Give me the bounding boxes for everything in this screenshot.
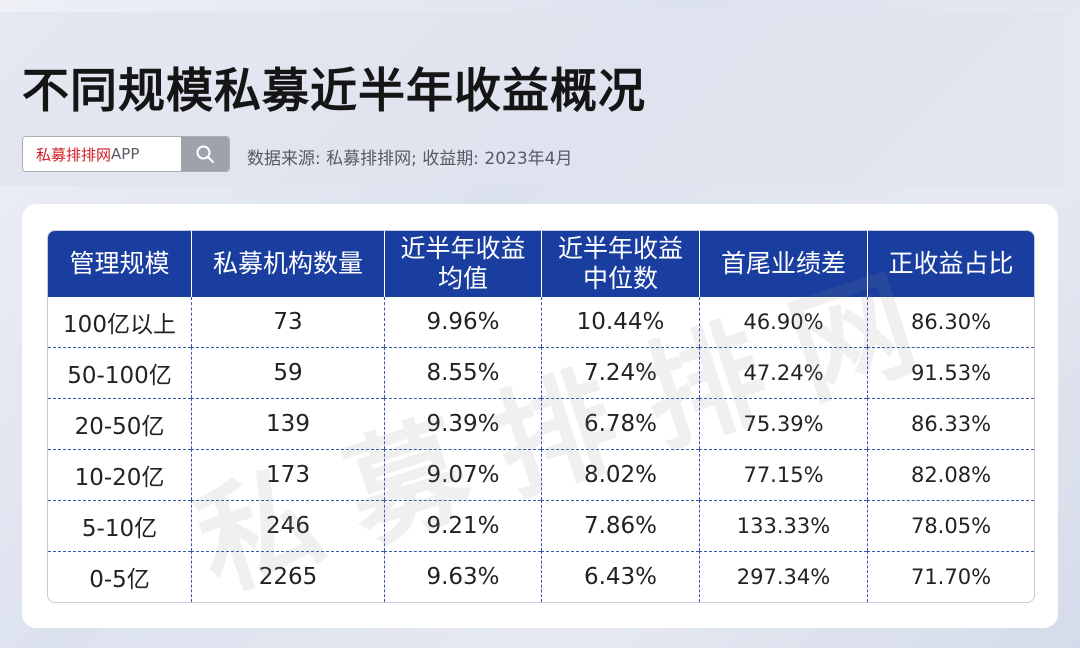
search-box[interactable]: 私募排排网 APP — [22, 136, 230, 172]
data-source-note: 数据来源: 私募排排网; 收益期: 2023年4月 — [247, 149, 573, 169]
table-cell: 73 — [191, 297, 384, 347]
table-cell: 86.30% — [867, 297, 1034, 347]
table-cell: 59 — [191, 347, 384, 398]
table-cell: 100亿以上 — [63, 312, 176, 338]
table-cell: 5-10亿 — [48, 500, 191, 551]
table-cell: 246 — [191, 500, 384, 551]
table-cell: 7.24% — [541, 347, 699, 398]
search-input[interactable]: 私募排排网 APP — [23, 137, 181, 171]
table-row: 10-20亿 173 9.07% 8.02% 77.15% 82.08% — [48, 449, 1034, 500]
table-row: 20-50亿 139 9.39% 6.78% 75.39% 86.33% — [48, 398, 1034, 449]
table-cell: 10.44% — [541, 297, 699, 347]
search-icon — [196, 145, 214, 163]
table-cell: 86.33% — [867, 398, 1034, 449]
table-cell: 50-100亿 — [48, 347, 191, 398]
search-brand-text: 私募排排网 — [36, 145, 112, 164]
column-header-text: 中位数 — [582, 264, 658, 293]
column-header: 近半年收益 均值 — [384, 231, 541, 297]
column-header: 管理规模 — [48, 231, 191, 297]
table-cell: 6.78% — [541, 398, 699, 449]
performance-table: 管理规模 私募机构数量 近半年收益 均值 近半年收益 中位数 首尾业绩差 正收益占比 100亿… — [47, 230, 1035, 603]
column-header-text: 均值 — [437, 264, 488, 293]
table-cell: 9.21% — [384, 500, 541, 551]
column-header: 首尾业绩差 — [699, 231, 867, 297]
column-header-text: 私募机构数量 — [212, 249, 363, 278]
column-header-text: 正收益占比 — [888, 249, 1014, 278]
table-cell: 8.02% — [541, 449, 699, 500]
table-row: 100亿以上 73 9.96% 10.44% 46.90% 86.30% — [48, 297, 1034, 347]
table-cell: 6.43% — [541, 551, 699, 602]
table-cell: 46.90% — [699, 297, 867, 347]
search-app-text: APP — [111, 145, 140, 163]
table-row: 50-100亿 59 8.55% 7.24% 47.24% 91.53% — [48, 347, 1034, 398]
table-cell: 91.53% — [867, 347, 1034, 398]
table-header-row: 管理规模 私募机构数量 近半年收益 均值 近半年收益 中位数 首尾业绩差 正收益占比 — [48, 231, 1034, 297]
table-cell: 78.05% — [867, 500, 1034, 551]
column-header-text: 管理规模 — [69, 249, 170, 278]
table-cell: 173 — [191, 449, 384, 500]
table-cell: 47.24% — [699, 347, 867, 398]
table-cell: 77.15% — [699, 449, 867, 500]
column-header: 私募机构数量 — [191, 231, 384, 297]
table-cell: 10-20亿 — [48, 449, 191, 500]
table-cell: 20-50亿 — [48, 398, 191, 449]
table-cell: 133.33% — [699, 500, 867, 551]
column-header: 近半年收益 中位数 — [541, 231, 699, 297]
table-cell: 71.70% — [867, 551, 1034, 602]
table-cell: 9.07% — [384, 449, 541, 500]
table-cell: 297.34% — [699, 551, 867, 602]
column-header-text: 首尾业绩差 — [720, 249, 846, 278]
table-cell: 139 — [191, 398, 384, 449]
table-cell: 9.63% — [384, 551, 541, 602]
column-header-text: 近半年收益 — [400, 234, 526, 263]
column-header-text: 近半年收益 — [557, 234, 683, 263]
table-row: 5-10亿 246 9.21% 7.86% 133.33% 78.05% — [48, 500, 1034, 551]
page-title: 不同规模私募近半年收益概况 — [22, 64, 646, 119]
table-cell: 0-5亿 — [48, 551, 191, 602]
table-cell: 75.39% — [699, 398, 867, 449]
table-cell: 8.55% — [384, 347, 541, 398]
table-cell: 2265 — [191, 551, 384, 602]
table-row: 0-5亿 2265 9.63% 6.43% 297.34% 71.70% — [48, 551, 1034, 602]
table-cell: 9.96% — [384, 297, 541, 347]
column-header: 正收益占比 — [867, 231, 1034, 297]
table-cell: 9.39% — [384, 398, 541, 449]
search-button[interactable] — [181, 137, 229, 171]
table-cell: 7.86% — [541, 500, 699, 551]
table-cell: 82.08% — [867, 449, 1034, 500]
